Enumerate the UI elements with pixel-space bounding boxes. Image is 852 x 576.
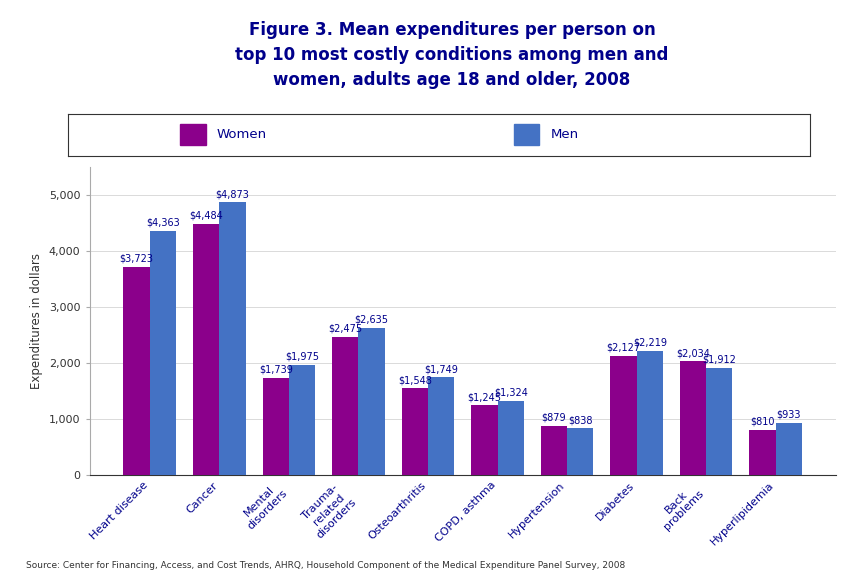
Bar <box>609 356 636 475</box>
Bar <box>358 328 384 475</box>
Text: $1,739: $1,739 <box>258 365 292 374</box>
Bar <box>150 231 176 475</box>
Text: $838: $838 <box>567 415 592 425</box>
Bar <box>428 377 454 475</box>
Text: Figure 3. Mean expenditures per person on
top 10 most costly conditions among me: Figure 3. Mean expenditures per person o… <box>235 21 668 89</box>
Text: $4,484: $4,484 <box>189 211 223 221</box>
Text: $1,324: $1,324 <box>493 388 527 398</box>
Text: Men: Men <box>550 128 578 141</box>
Bar <box>567 428 593 475</box>
Text: $1,975: $1,975 <box>285 351 319 362</box>
Bar <box>636 351 662 475</box>
Text: $1,749: $1,749 <box>423 364 458 374</box>
Bar <box>331 336 358 475</box>
Bar <box>179 124 205 145</box>
Bar <box>748 430 774 475</box>
Text: $1,912: $1,912 <box>701 355 735 365</box>
Bar <box>540 426 567 475</box>
Bar <box>774 423 801 475</box>
Text: $2,219: $2,219 <box>632 338 666 348</box>
Text: $2,635: $2,635 <box>354 314 389 324</box>
Text: $2,127: $2,127 <box>606 343 640 353</box>
Text: Women: Women <box>216 128 267 141</box>
Text: $810: $810 <box>749 416 774 427</box>
Text: $3,723: $3,723 <box>119 253 153 264</box>
Text: $933: $933 <box>775 410 800 420</box>
Bar <box>705 368 732 475</box>
Bar <box>219 202 245 475</box>
Bar <box>193 224 219 475</box>
Text: $1,245: $1,245 <box>467 392 501 403</box>
Y-axis label: Expenditures in dollars: Expenditures in dollars <box>31 253 43 389</box>
Text: $2,475: $2,475 <box>328 324 362 334</box>
Bar <box>262 378 289 475</box>
Bar <box>470 406 497 475</box>
Bar <box>497 401 523 475</box>
Text: $1,548: $1,548 <box>397 376 431 385</box>
Text: $4,363: $4,363 <box>146 218 180 228</box>
Bar <box>124 267 150 475</box>
Text: $2,034: $2,034 <box>675 348 709 358</box>
Bar <box>679 361 705 475</box>
Bar <box>401 388 428 475</box>
Text: Source: Center for Financing, Access, and Cost Trends, AHRQ, Household Component: Source: Center for Financing, Access, an… <box>26 561 625 570</box>
Text: $4,873: $4,873 <box>216 189 250 199</box>
Text: $879: $879 <box>541 413 566 423</box>
Bar <box>289 365 315 475</box>
Bar <box>513 124 538 145</box>
